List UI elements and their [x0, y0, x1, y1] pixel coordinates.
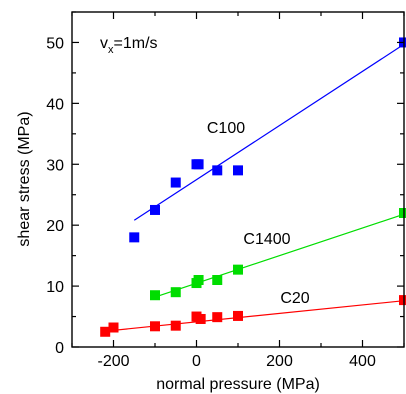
marker-c100-5: [212, 165, 223, 176]
fit-lines: [105, 43, 405, 332]
annotation-rest: =1m/s: [114, 35, 158, 52]
x-tick-label: 0: [192, 353, 201, 370]
series-label-c100: C100: [207, 120, 245, 137]
series-label-c1400: C1400: [243, 231, 290, 248]
marker-c100-1: [150, 204, 160, 215]
annotation-subscript: x: [108, 44, 114, 56]
marker-c1400-6: [399, 208, 406, 218]
marker-c20-3: [170, 320, 181, 331]
marker-c100-0: [129, 232, 140, 243]
data-markers: [100, 37, 406, 337]
x-tick-label: -200: [97, 353, 129, 370]
plot-frame: [71, 11, 405, 348]
y-axis-label: shear stress (MPa): [16, 111, 33, 246]
y-tick-label: 30: [46, 157, 64, 174]
y-tick-label: 0: [55, 340, 64, 357]
annotation-main: v: [100, 35, 108, 52]
marker-c1400-5: [233, 264, 243, 275]
marker-c100-4: [193, 159, 204, 170]
x-axis-ticks: -200 0 200 400: [71, 12, 405, 370]
x-tick-label: 200: [266, 353, 293, 370]
y-tick-label: 10: [46, 279, 64, 296]
marker-c20-1: [108, 322, 119, 333]
marker-c100-6: [233, 165, 243, 176]
marker-c1400-1: [170, 287, 181, 298]
marker-c20-2: [150, 321, 160, 332]
series-labels: C100 C1400 C20: [207, 120, 310, 307]
y-axis-ticks: 0 10 20 30 40 50: [46, 11, 404, 357]
marker-c20-5: [195, 313, 206, 324]
marker-c20-6: [212, 312, 223, 323]
fit-line-c100: [133, 43, 405, 221]
x-axis-label: normal pressure (MPa): [156, 376, 320, 393]
marker-c1400-3: [193, 275, 204, 285]
y-tick-label: 20: [46, 218, 64, 235]
y-tick-label: 40: [46, 96, 64, 113]
marker-c1400-0: [150, 290, 160, 301]
velocity-annotation: vx=1m/s: [100, 35, 158, 56]
marker-c100-2: [170, 177, 181, 188]
marker-c20-8: [399, 295, 406, 306]
x-tick-label: 400: [349, 353, 376, 370]
marker-c1400-4: [212, 275, 223, 285]
y-tick-label: 50: [46, 35, 64, 52]
series-label-c20: C20: [280, 290, 309, 307]
marker-c20-7: [233, 310, 243, 321]
marker-c20-0: [100, 326, 111, 337]
